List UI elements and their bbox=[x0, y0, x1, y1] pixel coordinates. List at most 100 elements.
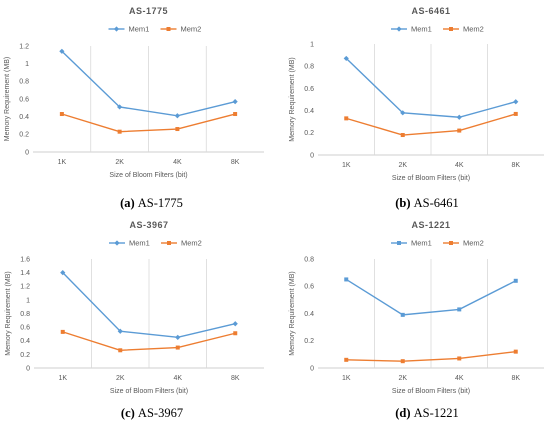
x-tick-label: 1K bbox=[58, 375, 67, 382]
legend-label-mem2: Mem2 bbox=[463, 239, 484, 248]
caption-tag: (d) bbox=[395, 406, 413, 420]
y-tick-label: 0.6 bbox=[304, 86, 314, 93]
legend-marker-mem1 bbox=[113, 26, 120, 32]
data-point-mem2 bbox=[400, 359, 405, 364]
series-line-mem2 bbox=[62, 331, 236, 351]
data-point-mem1 bbox=[457, 307, 462, 312]
caption-tag: (b) bbox=[395, 196, 413, 210]
subfigure-caption: (a) AS-1775 bbox=[120, 196, 183, 210]
legend: Mem1 Mem2 bbox=[391, 239, 484, 248]
data-point-mem2 bbox=[175, 127, 180, 132]
y-tick-label: 0.4 bbox=[304, 311, 314, 318]
x-tick-label: 8K bbox=[511, 375, 520, 382]
data-point-mem2 bbox=[233, 112, 238, 117]
legend-marker-mem1 bbox=[397, 241, 401, 245]
y-tick-label: 0 bbox=[310, 152, 314, 159]
data-point-mem1 bbox=[175, 334, 181, 340]
y-tick-label: 1.4 bbox=[20, 270, 30, 277]
y-tick-label: 0.2 bbox=[304, 338, 314, 345]
y-tick-label: 0.4 bbox=[20, 338, 30, 345]
data-point-mem1 bbox=[344, 277, 349, 282]
subfigure-caption: (b) AS-6461 bbox=[395, 196, 459, 210]
data-point-mem2 bbox=[513, 111, 518, 116]
series-line-mem2 bbox=[61, 113, 236, 133]
legend-label-mem2: Mem2 bbox=[181, 239, 202, 248]
x-axis-label: Size of Bloom Filters (bit) bbox=[109, 172, 187, 179]
x-tick-label: 4K bbox=[173, 159, 182, 166]
data-point-mem1 bbox=[513, 278, 518, 283]
data-point-mem2 bbox=[175, 345, 180, 350]
x-tick-label: 4K bbox=[173, 375, 182, 382]
legend-marker-mem1 bbox=[396, 26, 402, 32]
y-axis-label: Memory Requirement (MB) bbox=[289, 57, 296, 141]
legend-marker-mem2 bbox=[449, 241, 453, 245]
series-line-mem1 bbox=[61, 50, 236, 117]
legend-label-mem1: Mem1 bbox=[411, 25, 432, 34]
legend: Mem1 Mem2 bbox=[109, 239, 202, 248]
caption-text: AS-1775 bbox=[138, 196, 183, 210]
y-tick-label: 0 bbox=[310, 365, 314, 372]
series-line-mem1 bbox=[62, 272, 236, 339]
chart-title: AS-1775 bbox=[129, 6, 168, 16]
x-tick-label: 1K bbox=[58, 159, 67, 166]
y-tick-label: 0 bbox=[26, 365, 30, 372]
series-line-mem1 bbox=[345, 57, 516, 118]
legend-label-mem1: Mem1 bbox=[411, 239, 432, 248]
x-axis-label: Size of Bloom Filters (bit) bbox=[110, 388, 188, 395]
x-tick-label: 1K bbox=[342, 162, 351, 169]
caption-tag: (a) bbox=[120, 196, 138, 210]
x-tick-label: 1K bbox=[342, 375, 351, 382]
y-tick-label: 0.6 bbox=[304, 284, 314, 291]
chart-panel-3: AS-3967 Mem1 Mem2 0 0.2 0.4 0.6 0.8 1 1.2 1.4 1.6 1K… bbox=[5, 220, 264, 420]
y-tick-label: 0.6 bbox=[20, 325, 30, 332]
chart-panel-1: AS-1775 Mem1 Mem2 0 0.2 0.4 0.6 0.8 1 1.2 1K 2K 4K 8K… bbox=[4, 6, 264, 210]
y-tick-label: 1.6 bbox=[20, 256, 30, 263]
data-point-mem1 bbox=[60, 270, 66, 276]
legend-label-mem2: Mem2 bbox=[463, 25, 484, 34]
chart-title: AS-3967 bbox=[129, 220, 168, 230]
data-point-mem1 bbox=[456, 114, 462, 120]
data-point-mem2 bbox=[457, 356, 462, 361]
legend-marker-mem2 bbox=[167, 241, 171, 245]
data-point-mem2 bbox=[233, 331, 238, 336]
data-point-mem2 bbox=[400, 133, 405, 138]
y-tick-label: 0.4 bbox=[19, 114, 29, 121]
x-tick-label: 2K bbox=[398, 162, 407, 169]
x-tick-label: 4K bbox=[455, 375, 464, 382]
y-tick-label: 0.8 bbox=[304, 256, 314, 263]
y-tick-label: 1.2 bbox=[20, 284, 30, 291]
data-point-mem2 bbox=[60, 329, 65, 334]
data-point-mem1 bbox=[400, 312, 405, 317]
data-point-mem2 bbox=[344, 357, 349, 362]
chart-panel-2: AS-6461 Mem1 Mem2 0 0.2 0.4 0.6 0.8 1 1K 2K 4K 8K Siz… bbox=[289, 6, 544, 210]
chart-title: AS-1221 bbox=[411, 220, 450, 230]
x-tick-label: 4K bbox=[455, 162, 464, 169]
y-axis-label: Memory Requirement (MB) bbox=[289, 271, 296, 355]
chart-title: AS-6461 bbox=[411, 6, 450, 16]
x-tick-label: 8K bbox=[511, 162, 520, 169]
data-point-mem1 bbox=[343, 55, 349, 62]
x-axis-label: Size of Bloom Filters (bit) bbox=[392, 388, 470, 395]
legend-label-mem2: Mem2 bbox=[181, 25, 202, 34]
series-line-mem1 bbox=[345, 278, 517, 316]
series-line-mem2 bbox=[346, 350, 516, 362]
data-point-mem1 bbox=[400, 110, 406, 116]
y-tick-label: 0.4 bbox=[304, 108, 314, 115]
x-tick-label: 8K bbox=[231, 375, 240, 382]
y-tick-label: 0.2 bbox=[304, 130, 314, 137]
data-point-mem1 bbox=[232, 321, 238, 327]
data-point-mem2 bbox=[117, 129, 122, 134]
data-point-mem2 bbox=[457, 128, 462, 133]
x-tick-label: 2K bbox=[116, 375, 125, 382]
data-point-mem2 bbox=[344, 116, 349, 121]
subfigure-caption: (d) AS-1221 bbox=[395, 406, 459, 420]
x-tick-label: 2K bbox=[115, 159, 124, 166]
caption-tag: (c) bbox=[121, 406, 138, 420]
caption-text: AS-1221 bbox=[414, 406, 459, 420]
legend-label-mem1: Mem1 bbox=[129, 25, 150, 34]
y-tick-label: 1 bbox=[310, 41, 314, 48]
data-point-mem1 bbox=[117, 328, 123, 334]
y-tick-label: 1 bbox=[25, 61, 29, 68]
subfigure-caption: (c) AS-3967 bbox=[121, 406, 183, 420]
